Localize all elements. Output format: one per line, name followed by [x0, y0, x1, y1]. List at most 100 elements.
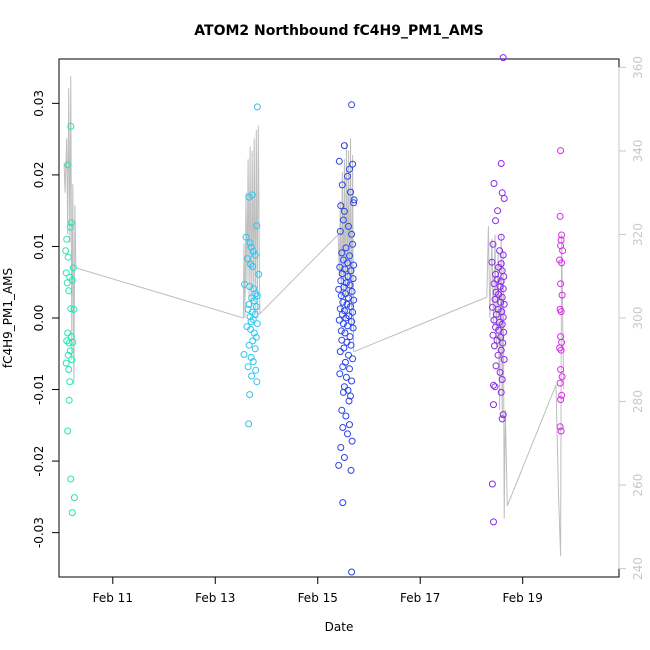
data-point-leg5-5 — [559, 247, 567, 255]
y-axis-left: -0.03 -0.02 -0.01 0.00 0.01 0.02 0.03 — [32, 90, 60, 548]
data-point-leg3-6 — [338, 181, 346, 189]
data-point-leg3-13 — [345, 222, 352, 230]
data-point-leg5-15 — [557, 346, 565, 354]
data-point-leg4-10 — [499, 251, 507, 259]
data-point-leg5-9 — [558, 291, 566, 299]
data-point-leg3-2 — [335, 157, 343, 165]
data-point-leg3-25 — [347, 267, 355, 275]
y2-tick-label-0: 240 — [631, 557, 645, 580]
data-point-leg3-8 — [350, 196, 358, 204]
data-point-leg2-28 — [253, 320, 261, 328]
y2-tick-label-4: 320 — [631, 223, 645, 246]
y-tick-label-4: 0.01 — [32, 233, 46, 260]
data-point-leg2-39 — [244, 363, 252, 371]
data-point-leg2-8 — [251, 251, 259, 259]
data-point-leg1-20 — [66, 347, 74, 355]
data-point-leg3-81 — [340, 454, 348, 461]
data-point-leg2-16 — [252, 290, 260, 298]
data-point-leg2-11 — [249, 263, 257, 270]
data-point-leg4-52 — [497, 388, 505, 396]
y2-tick-label-1: 260 — [631, 474, 645, 497]
data-point-leg4-42 — [499, 339, 507, 347]
data-point-leg3-80 — [337, 444, 345, 451]
points-group — [62, 54, 567, 576]
data-point-leg4-1 — [497, 160, 505, 167]
data-point-leg4-14 — [498, 267, 506, 275]
data-point-leg4-3 — [498, 189, 506, 197]
data-point-leg3-38 — [350, 296, 358, 304]
data-point-leg4-13 — [495, 263, 503, 271]
data-point-leg4-29 — [494, 305, 502, 313]
data-point-leg1-18 — [65, 339, 73, 347]
data-point-leg1-22 — [68, 356, 76, 363]
data-point-leg3-79 — [348, 437, 356, 445]
data-point-leg1-0 — [67, 122, 75, 130]
data-point-leg3-31 — [346, 281, 354, 289]
data-point-leg1-24 — [65, 366, 73, 373]
data-point-leg3-11 — [340, 207, 348, 215]
data-point-leg4-57 — [490, 518, 497, 526]
data-point-leg2-37 — [247, 353, 255, 361]
data-point-leg4-47 — [492, 362, 500, 370]
y-axis-right: 240 260 280 300 320 340 360 — [618, 56, 645, 580]
data-point-leg3-49 — [348, 318, 356, 326]
data-point-leg3-33 — [335, 285, 343, 293]
data-point-leg4-44 — [497, 346, 505, 354]
data-point-leg1-2 — [67, 219, 75, 227]
data-point-leg3-55 — [346, 333, 354, 341]
data-point-leg3-0 — [348, 101, 356, 109]
data-point-leg2-33 — [249, 337, 257, 345]
data-point-leg4-8 — [489, 240, 497, 248]
data-point-leg1-15 — [64, 329, 72, 337]
data-point-leg5-17 — [558, 373, 566, 381]
x-tick-label-0: Feb 11 — [93, 591, 133, 605]
data-point-leg3-47 — [342, 314, 350, 322]
data-point-leg3-69 — [340, 383, 348, 391]
data-point-leg4-19 — [490, 280, 498, 288]
y2-tick-label-6: 360 — [631, 56, 645, 79]
data-point-leg5-16 — [557, 366, 565, 373]
data-point-leg3-26 — [338, 270, 346, 278]
data-point-leg4-49 — [498, 376, 506, 383]
data-point-leg3-17 — [342, 244, 350, 252]
plot-frame — [58, 58, 620, 578]
data-point-leg4-15 — [492, 270, 499, 278]
data-point-leg4-11 — [488, 258, 496, 266]
data-point-leg2-31 — [250, 329, 258, 337]
data-point-leg3-18 — [338, 249, 346, 257]
data-point-leg3-85 — [348, 568, 356, 576]
data-point-leg2-3 — [253, 222, 261, 230]
data-point-leg4-39 — [489, 331, 497, 339]
data-point-leg1-6 — [64, 253, 72, 261]
data-point-leg1-19 — [69, 338, 77, 346]
data-point-leg3-21 — [344, 259, 351, 267]
data-point-leg4-50 — [490, 381, 497, 389]
data-point-leg3-71 — [339, 388, 347, 396]
data-point-leg4-32 — [499, 313, 507, 321]
data-point-leg4-25 — [491, 295, 499, 303]
data-point-leg2-26 — [249, 315, 257, 323]
data-point-leg4-0 — [499, 54, 507, 62]
data-point-leg5-22 — [557, 427, 565, 435]
data-point-leg5-2 — [558, 231, 566, 239]
data-point-leg4-43 — [491, 342, 498, 350]
data-point-leg2-10 — [247, 260, 255, 268]
data-point-leg2-34 — [245, 341, 253, 349]
data-point-leg5-7 — [558, 259, 566, 267]
data-point-leg3-77 — [339, 424, 347, 431]
data-point-leg3-43 — [340, 307, 348, 315]
data-point-leg3-68 — [348, 377, 356, 385]
data-point-leg4-38 — [500, 328, 508, 336]
data-point-leg2-35 — [251, 345, 259, 353]
data-point-leg5-1 — [556, 212, 564, 220]
data-point-leg3-16 — [349, 240, 357, 248]
x-tick-label-3: Feb 17 — [400, 591, 440, 605]
data-point-leg3-61 — [345, 351, 352, 359]
data-point-leg2-44 — [245, 420, 253, 428]
y2-tick-label-3: 300 — [631, 307, 645, 330]
y-tick-label-0: -0.03 — [32, 517, 46, 548]
y2-tick-label-2: 280 — [631, 390, 645, 413]
data-point-leg3-12 — [339, 216, 347, 224]
data-point-leg3-52 — [349, 324, 357, 332]
data-point-leg3-9 — [350, 199, 358, 207]
